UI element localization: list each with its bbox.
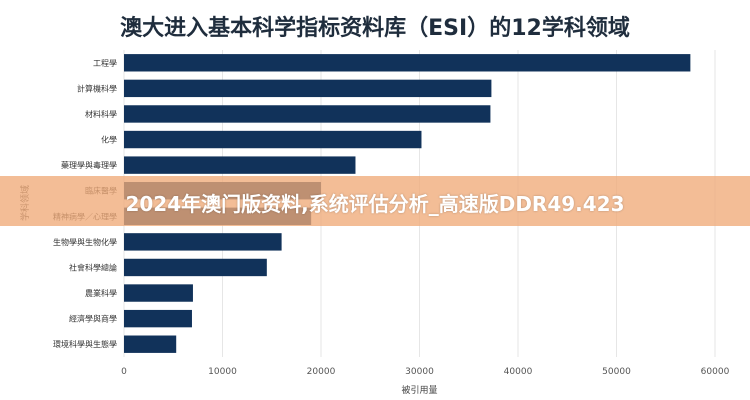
category-label: 農業科學 <box>85 288 117 298</box>
category-label: 藥理學與毒理學 <box>61 160 117 170</box>
category-label: 計算機科學 <box>77 83 117 93</box>
bar <box>124 284 193 302</box>
watermark-banner <box>0 176 750 226</box>
bar <box>124 335 177 353</box>
bar <box>124 156 356 174</box>
x-tick-label: 10000 <box>208 367 237 377</box>
x-tick-label: 30000 <box>405 367 434 377</box>
banner-text: 2024年澳门版资料,系统评估分析_高速版DDR49.423 <box>125 192 625 216</box>
x-tick-label: 40000 <box>504 367 533 377</box>
category-label: 經濟學與商學 <box>69 314 117 324</box>
category-label: 環境科學與生態學 <box>53 339 117 349</box>
category-label: 工程學 <box>93 58 117 68</box>
x-tick-label: 0 <box>121 367 127 377</box>
x-axis-label: 被引用量 <box>401 384 437 396</box>
bar <box>124 309 192 328</box>
x-tick-label: 20000 <box>307 367 336 377</box>
bar <box>124 79 492 98</box>
category-label: 社會科學總論 <box>69 262 117 272</box>
category-label: 材料科學 <box>85 109 117 119</box>
bar <box>124 233 282 251</box>
chart-title: 澳大进入基本科学指标资料库（ESI）的12学科领域 <box>120 16 630 41</box>
x-tick-label: 60000 <box>701 367 730 377</box>
bar <box>124 258 267 277</box>
category-label: 生物學與生物化學 <box>53 237 117 247</box>
bar <box>124 130 422 149</box>
category-label: 化學 <box>101 135 117 145</box>
bar <box>124 105 491 123</box>
bar <box>124 54 691 72</box>
x-tick-label: 50000 <box>602 367 631 377</box>
